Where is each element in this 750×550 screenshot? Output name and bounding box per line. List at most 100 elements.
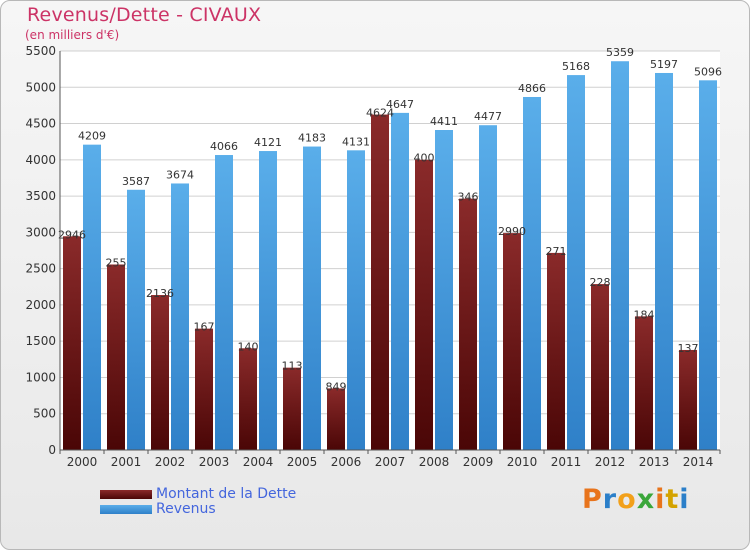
bar-revenus [215, 155, 233, 450]
bar-revenus [83, 144, 101, 450]
data-label-revenus: 4131 [342, 135, 370, 148]
legend-label-revenus: Revenus [156, 501, 216, 517]
y-tick-label: 500 [33, 407, 56, 421]
plot-area [60, 51, 720, 450]
legend-label-dette: Montant de la Dette [156, 486, 297, 502]
data-label-dette: 2946 [58, 228, 86, 241]
bar-revenus [567, 75, 585, 451]
bar-revenus [127, 189, 145, 450]
x-tick-label: 2012 [595, 455, 626, 469]
data-label-dette: 2990 [498, 225, 526, 238]
x-tick-label: 2011 [551, 455, 582, 469]
x-tick-label: 2006 [331, 455, 362, 469]
logo-letter: t [665, 484, 680, 515]
bar-dette [415, 159, 433, 450]
y-tick-label: 3000 [25, 225, 56, 239]
x-tick-label: 2001 [111, 455, 142, 469]
data-label-revenus: 3587 [122, 175, 150, 188]
bar-dette [635, 316, 653, 450]
bar-revenus [435, 130, 453, 450]
bar-dette [547, 252, 565, 450]
bar-revenus [303, 146, 321, 450]
data-label-revenus: 4209 [78, 130, 106, 143]
bar-revenus [699, 80, 717, 451]
data-label-dette: 228 [590, 276, 611, 289]
data-label-dette: 113 [282, 360, 303, 373]
x-tick-label: 2003 [199, 455, 230, 469]
legend-item-dette: Montant de la Dette [100, 486, 297, 502]
x-tick-label: 2010 [507, 455, 538, 469]
bar-revenus [171, 183, 189, 450]
bar-dette [151, 295, 169, 450]
data-label-revenus: 4066 [210, 140, 238, 153]
logo-letter: i [679, 484, 690, 515]
data-label-revenus: 4647 [386, 98, 414, 111]
bar-dette [63, 236, 81, 450]
bar-revenus [523, 96, 541, 450]
logo-letter: o [617, 484, 637, 515]
legend-swatch-dette [100, 489, 152, 499]
bar-dette [283, 367, 301, 450]
proxiti-logo: Proxiti [582, 484, 690, 515]
bar-revenus [479, 125, 497, 451]
data-label-dette: 167 [194, 321, 215, 334]
bar-dette [107, 264, 125, 450]
data-label-revenus: 5168 [562, 60, 590, 73]
legend-item-revenus: Revenus [100, 501, 216, 517]
data-label-revenus: 4477 [474, 110, 502, 123]
y-tick-label: 3500 [25, 189, 56, 203]
x-tick-label: 2009 [463, 455, 494, 469]
x-tick-label: 2008 [419, 455, 450, 469]
data-label-dette: 255 [106, 257, 127, 270]
x-tick-label: 2007 [375, 455, 406, 469]
bar-dette [195, 328, 213, 450]
logo-letter: x [636, 484, 656, 515]
data-label-revenus: 4183 [298, 132, 326, 145]
x-tick-label: 2000 [67, 455, 98, 469]
x-tick-label: 2005 [287, 455, 318, 469]
bar-dette [327, 388, 345, 450]
bar-revenus [347, 150, 365, 450]
bar-revenus [391, 112, 409, 450]
chart-subtitle: (en milliers d'€) [25, 28, 120, 42]
bar-dette [591, 284, 609, 450]
data-label-revenus: 4121 [254, 136, 282, 149]
x-tick-label: 2004 [243, 455, 274, 469]
bar-dette [459, 198, 477, 450]
data-label-revenus: 5359 [606, 46, 634, 59]
bar-revenus [259, 151, 277, 451]
y-tick-label: 0 [48, 443, 56, 457]
y-tick-label: 1500 [25, 334, 56, 348]
data-label-dette: 271 [546, 245, 567, 258]
y-tick-label: 2500 [25, 262, 56, 276]
bar-dette [239, 348, 257, 450]
y-tick-label: 5500 [25, 44, 56, 58]
y-tick-label: 2000 [25, 298, 56, 312]
x-tick-label: 2013 [639, 455, 670, 469]
bar-dette [371, 114, 389, 451]
y-tick-label: 1000 [25, 370, 56, 384]
data-label-revenus: 4411 [430, 115, 458, 128]
y-tick-label: 4500 [25, 117, 56, 131]
data-label-dette: 2136 [146, 287, 174, 300]
data-label-dette: 346 [458, 191, 479, 204]
bar-revenus [611, 61, 629, 450]
data-label-dette: 137 [678, 342, 699, 355]
legend-swatch-revenus [100, 504, 152, 514]
y-tick-label: 4000 [25, 153, 56, 167]
data-label-revenus: 4866 [518, 82, 546, 95]
data-label-revenus: 5197 [650, 58, 678, 71]
data-label-revenus: 5096 [694, 65, 722, 78]
data-label-dette: 184 [634, 308, 655, 321]
data-label-dette: 400 [414, 152, 435, 165]
data-label-revenus: 3674 [166, 168, 194, 181]
data-label-dette: 140 [238, 340, 259, 353]
logo-letter: i [655, 484, 666, 515]
logo-letter: P [582, 484, 603, 515]
x-tick-label: 2002 [155, 455, 186, 469]
data-label-dette: 4624 [366, 107, 394, 120]
y-tick-label: 5000 [25, 80, 56, 94]
bar-revenus [655, 72, 673, 451]
x-tick-label: 2014 [683, 455, 714, 469]
